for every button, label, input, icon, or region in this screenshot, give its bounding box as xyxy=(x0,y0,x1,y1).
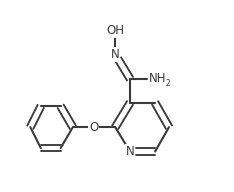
Text: OH: OH xyxy=(106,24,124,37)
Text: 2: 2 xyxy=(166,79,171,88)
Text: NH: NH xyxy=(149,72,166,85)
Text: N: N xyxy=(126,145,134,158)
Text: N: N xyxy=(111,48,120,61)
Text: O: O xyxy=(89,121,98,134)
